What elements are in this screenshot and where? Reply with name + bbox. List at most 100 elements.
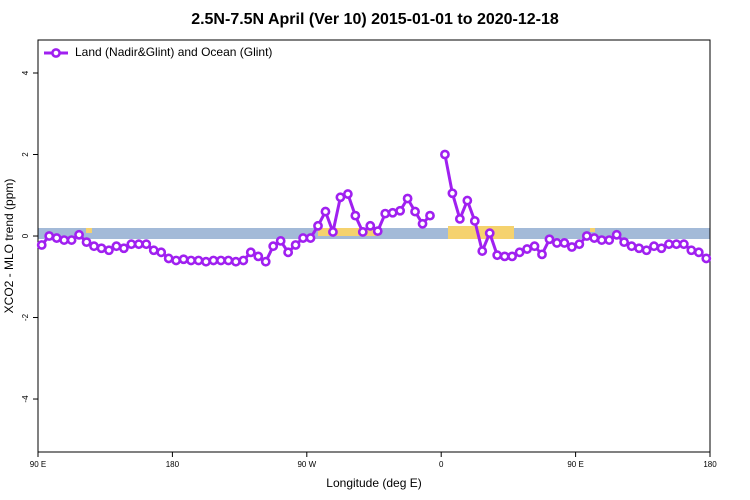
x-tick-label: 90 W xyxy=(297,460,316,469)
data-point xyxy=(230,256,241,267)
data-point xyxy=(118,243,129,254)
data-point xyxy=(275,236,286,246)
y-tick-label: -4 xyxy=(21,395,30,403)
data-point xyxy=(514,247,525,258)
y-tick-label: 0 xyxy=(21,233,30,238)
data-point xyxy=(484,228,495,239)
data-point xyxy=(59,235,70,245)
x-axis-label: Longitude (deg E) xyxy=(326,476,421,490)
data-point xyxy=(186,255,196,266)
data-point xyxy=(447,188,458,199)
data-point xyxy=(111,241,122,252)
data-point xyxy=(701,253,712,264)
data-point xyxy=(649,241,659,252)
data-point xyxy=(193,255,204,266)
data-point xyxy=(328,227,338,237)
data-point xyxy=(253,251,264,262)
data-point xyxy=(544,234,555,245)
data-point xyxy=(372,226,383,237)
data-point xyxy=(268,241,279,252)
data-point xyxy=(410,206,420,217)
data-point xyxy=(529,241,540,252)
data-point xyxy=(671,239,682,250)
data-point xyxy=(66,235,77,245)
data-point xyxy=(477,246,488,256)
data-point xyxy=(440,149,450,160)
data-point xyxy=(454,214,465,224)
data-point xyxy=(522,244,532,254)
data-point xyxy=(104,245,114,256)
data-point xyxy=(36,240,47,250)
data-point xyxy=(350,210,361,221)
data-point xyxy=(342,189,353,199)
data-point xyxy=(89,241,99,252)
data-point xyxy=(574,239,585,250)
data-point xyxy=(462,195,473,206)
data-point xyxy=(566,242,577,252)
data-point xyxy=(596,235,607,245)
data-point xyxy=(425,210,435,221)
x-tick-label: 90 E xyxy=(567,460,583,469)
data-point xyxy=(619,237,630,248)
data-point xyxy=(387,207,398,218)
chart-title: 2.5N-7.5N April (Ver 10) 2015-01-01 to 2… xyxy=(191,11,559,28)
data-point xyxy=(51,233,62,243)
land-patch xyxy=(590,228,595,232)
data-point xyxy=(507,251,518,262)
data-point xyxy=(81,237,92,248)
data-point xyxy=(552,238,562,248)
land-patch xyxy=(448,226,514,239)
x-tick-label: 180 xyxy=(703,460,717,469)
y-axis-label: XCO2 - MLO trend (ppm) xyxy=(2,179,16,314)
data-point xyxy=(686,245,697,256)
data-point xyxy=(245,247,256,258)
data-point xyxy=(641,245,652,256)
data-point xyxy=(216,255,226,266)
data-point xyxy=(74,229,84,240)
data-point xyxy=(201,256,211,267)
data-point xyxy=(559,238,570,248)
data-point xyxy=(320,206,331,217)
y-tick-label: 2 xyxy=(21,152,30,157)
land-patch xyxy=(318,228,380,236)
data-point xyxy=(223,255,234,266)
data-point xyxy=(96,243,107,254)
data-point xyxy=(537,249,547,260)
legend-marker xyxy=(51,48,61,58)
data-point xyxy=(664,239,674,250)
data-point xyxy=(208,255,219,266)
data-point xyxy=(589,233,600,243)
data-point xyxy=(604,235,615,245)
data-point xyxy=(44,231,55,241)
data-point xyxy=(357,227,368,237)
land-patch xyxy=(86,228,92,233)
data-point xyxy=(260,256,271,267)
data-point xyxy=(141,239,152,250)
data-point xyxy=(581,231,592,241)
data-point xyxy=(499,251,510,262)
data-point xyxy=(402,193,413,204)
data-point xyxy=(469,216,480,226)
data-point xyxy=(126,239,137,250)
data-point xyxy=(283,247,294,258)
data-point xyxy=(290,240,301,250)
data-point xyxy=(693,247,704,258)
x-tick-label: 180 xyxy=(166,460,180,469)
x-tick-label: 90 E xyxy=(30,460,46,469)
data-point xyxy=(148,245,159,256)
data-point xyxy=(335,192,346,203)
data-point xyxy=(626,241,637,252)
y-tick-label: -2 xyxy=(21,313,30,321)
data-point xyxy=(313,220,323,231)
ocean-patch xyxy=(425,230,445,238)
data-point xyxy=(163,253,174,264)
legend-label: Land (Nadir&Glint) and Ocean (Glint) xyxy=(75,45,272,59)
y-tick-label: 4 xyxy=(21,70,30,75)
data-point xyxy=(395,205,406,216)
data-point xyxy=(133,239,144,250)
data-point xyxy=(492,250,503,261)
data-point xyxy=(238,255,249,266)
x-tick-label: 0 xyxy=(439,460,444,469)
data-point xyxy=(171,255,182,266)
data-point xyxy=(380,208,391,219)
